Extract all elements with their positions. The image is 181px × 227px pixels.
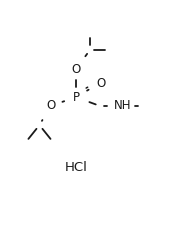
Text: P: P	[72, 91, 79, 104]
Text: O: O	[71, 63, 81, 76]
Text: HCl: HCl	[64, 160, 87, 174]
Text: NH: NH	[113, 99, 131, 112]
Text: O: O	[97, 77, 106, 90]
Text: O: O	[46, 99, 55, 112]
